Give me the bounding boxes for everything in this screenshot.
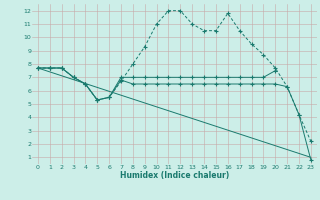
X-axis label: Humidex (Indice chaleur): Humidex (Indice chaleur) bbox=[120, 171, 229, 180]
